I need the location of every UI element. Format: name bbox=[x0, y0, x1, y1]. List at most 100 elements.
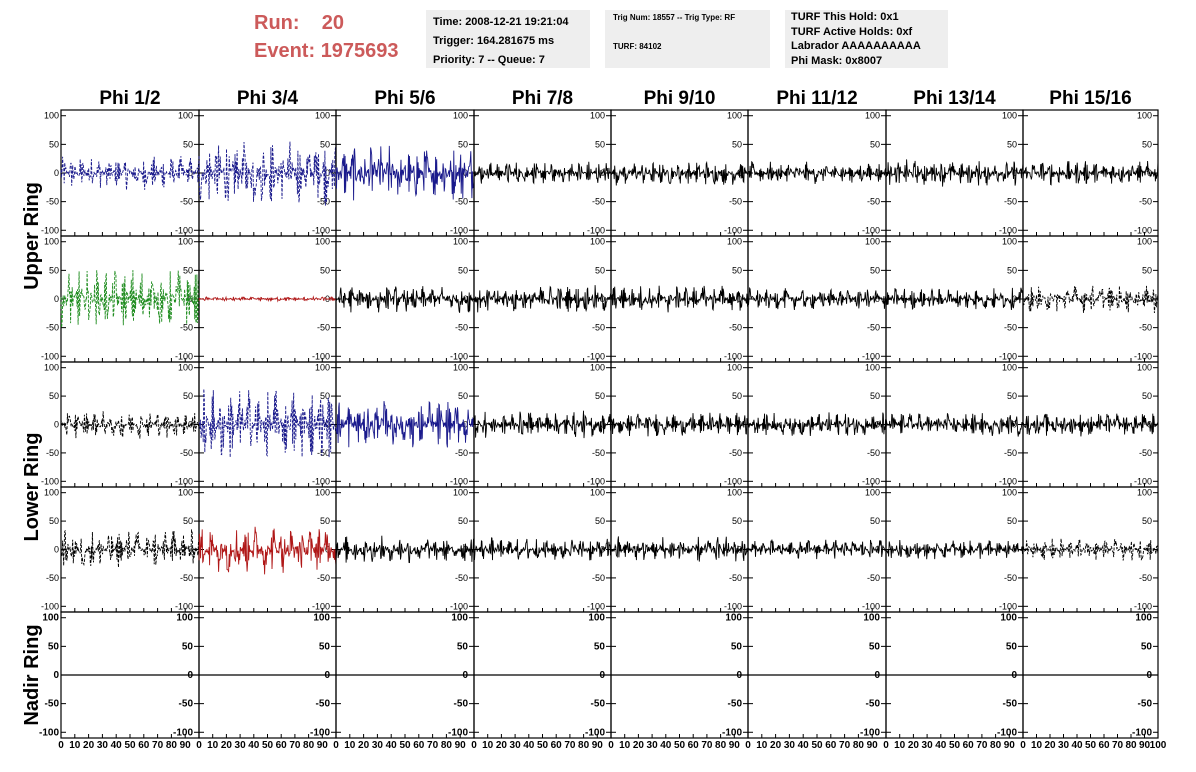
y-tick-label: 0 bbox=[325, 168, 330, 178]
y-tick-label: 100 bbox=[1137, 111, 1152, 121]
y-tick-label: 50 bbox=[732, 516, 742, 526]
y-tick-label: 50 bbox=[1141, 641, 1153, 652]
y-tick-label: 100 bbox=[453, 111, 468, 121]
y-tick-label: 100 bbox=[865, 363, 880, 373]
y-tick-label: 100 bbox=[1002, 363, 1017, 373]
waveform-line bbox=[473, 285, 612, 313]
y-tick-label: 100 bbox=[178, 363, 193, 373]
y-tick-label: 50 bbox=[869, 641, 881, 652]
x-tick-label: 60 bbox=[551, 740, 563, 751]
x-tick-label: 80 bbox=[441, 740, 453, 751]
info-box-trig: Trig Num: 18557 -- Trig Type: RF TURF: 8… bbox=[605, 10, 770, 68]
y-tick-label: 50 bbox=[870, 265, 880, 275]
y-tick-label: 50 bbox=[49, 516, 59, 526]
y-tick-label: -100 bbox=[999, 351, 1017, 361]
y-tick-label: 50 bbox=[870, 516, 880, 526]
y-tick-label: -50 bbox=[592, 323, 605, 333]
y-tick-label: -50 bbox=[455, 573, 468, 583]
x-tick-label: 90 bbox=[1139, 740, 1151, 751]
x-tick-label: 70 bbox=[976, 740, 988, 751]
y-tick-label: 100 bbox=[1002, 111, 1017, 121]
y-tick-label: -50 bbox=[1139, 573, 1152, 583]
y-tick-label: -50 bbox=[317, 197, 330, 207]
x-tick-label: 40 bbox=[386, 740, 398, 751]
column-header-8: Phi 15/16 bbox=[1049, 88, 1131, 109]
y-tick-label: -100 bbox=[585, 727, 605, 738]
x-tick-label: 40 bbox=[660, 740, 672, 751]
y-tick-label: 50 bbox=[320, 265, 330, 275]
y-tick-label: -50 bbox=[1004, 197, 1017, 207]
x-tick-label: 30 bbox=[784, 740, 796, 751]
x-tick-label: 10 bbox=[344, 740, 356, 751]
y-tick-label: 100 bbox=[590, 363, 605, 373]
y-tick-label: -100 bbox=[175, 351, 193, 361]
y-tick-label: 100 bbox=[42, 613, 59, 624]
y-tick-label: -100 bbox=[312, 476, 330, 486]
y-tick-label: -100 bbox=[41, 225, 59, 235]
y-tick-label: -100 bbox=[450, 601, 468, 611]
y-tick-label: 100 bbox=[44, 363, 59, 373]
x-tick-label: 70 bbox=[427, 740, 439, 751]
x-tick-label: 80 bbox=[166, 740, 178, 751]
y-tick-label: 50 bbox=[731, 641, 743, 652]
y-tick-label: 50 bbox=[49, 391, 59, 401]
y-tick-label: 50 bbox=[320, 391, 330, 401]
y-tick-label: 50 bbox=[458, 139, 468, 149]
y-tick-label: 100 bbox=[727, 111, 742, 121]
x-tick-label: 30 bbox=[97, 740, 109, 751]
y-tick-label: 100 bbox=[1137, 363, 1152, 373]
turf-hold-text: TURF This Hold: 0x1 bbox=[791, 11, 899, 23]
y-tick-label: 50 bbox=[458, 265, 468, 275]
waveform-line bbox=[747, 286, 887, 311]
y-tick-label: -50 bbox=[455, 323, 468, 333]
x-tick-label: 70 bbox=[152, 740, 164, 751]
x-tick-label: 0 bbox=[1020, 740, 1026, 751]
x-tick-label: 50 bbox=[399, 740, 411, 751]
y-tick-label: -50 bbox=[180, 197, 193, 207]
waveform-line bbox=[747, 539, 887, 560]
panel-r4-c1: 100 100 50 50 0 0 -50 -50 -100 -100 bbox=[41, 486, 200, 613]
y-tick-label: 50 bbox=[1006, 641, 1018, 652]
y-tick-label: -50 bbox=[180, 323, 193, 333]
y-tick-label: -50 bbox=[1139, 323, 1152, 333]
y-tick-label: -100 bbox=[587, 476, 605, 486]
x-tick-label: 10 bbox=[482, 740, 494, 751]
y-tick-label: 100 bbox=[1002, 488, 1017, 498]
y-tick-label: -50 bbox=[729, 323, 742, 333]
y-tick-label: 50 bbox=[183, 516, 193, 526]
x-tick-label: 20 bbox=[908, 740, 920, 751]
y-tick-label: 100 bbox=[1000, 613, 1017, 624]
y-tick-label: 0 bbox=[188, 545, 193, 555]
turf-text: TURF: 84102 bbox=[613, 42, 662, 51]
run-label: Run: 20 bbox=[254, 12, 344, 35]
y-tick-label: 50 bbox=[320, 516, 330, 526]
event-label: Event: 1975693 bbox=[254, 40, 399, 63]
y-tick-label: 100 bbox=[588, 613, 605, 624]
x-tick-label: 10 bbox=[756, 740, 768, 751]
y-tick-label: -50 bbox=[1004, 323, 1017, 333]
y-tick-label: 100 bbox=[176, 613, 193, 624]
x-tick-label: 60 bbox=[413, 740, 425, 751]
y-tick-label: 50 bbox=[1142, 265, 1152, 275]
trigger-text: Trigger: 164.281675 ms bbox=[433, 35, 555, 47]
y-tick-label: -100 bbox=[41, 351, 59, 361]
y-tick-label: 50 bbox=[870, 391, 880, 401]
y-tick-label: 50 bbox=[1007, 139, 1017, 149]
x-tick-label: 40 bbox=[935, 740, 947, 751]
y-tick-label: -100 bbox=[724, 225, 742, 235]
y-tick-label: 50 bbox=[1142, 139, 1152, 149]
column-header-4: Phi 7/8 bbox=[512, 88, 573, 109]
y-tick-label: -100 bbox=[862, 601, 880, 611]
row-label-1: Upper Ring bbox=[21, 182, 43, 290]
info-box-turf: TURF This Hold: 0x1 TURF Active Holds: 0… bbox=[785, 10, 948, 68]
y-tick-label: -100 bbox=[39, 727, 59, 738]
x-tick-label: 0 bbox=[608, 740, 614, 751]
